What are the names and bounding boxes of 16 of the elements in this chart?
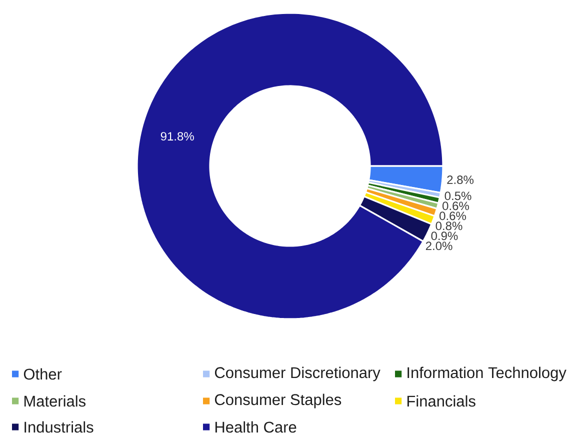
legend-label: Industrials xyxy=(24,421,94,433)
data-label: 0.5% xyxy=(444,192,472,200)
legend-label: Other xyxy=(24,368,62,380)
legend-label: Information Technology xyxy=(408,366,566,382)
legend-label: Financials xyxy=(407,395,476,407)
legend-label: Consumer Discretionary xyxy=(214,366,380,382)
data-label: 0.9% xyxy=(431,232,458,240)
data-label: 2.8% xyxy=(447,176,474,184)
data-label: 0.6% xyxy=(442,202,469,210)
data-label: 0.8% xyxy=(436,222,462,230)
legend-label: Materials xyxy=(24,395,86,407)
data-label: 91.8% xyxy=(160,132,194,141)
data-label: 0.6% xyxy=(440,212,466,220)
data-label: 2.0% xyxy=(426,242,452,250)
legend-label: Health Care xyxy=(215,421,296,433)
legend-label: Consumer Staples xyxy=(214,394,342,408)
